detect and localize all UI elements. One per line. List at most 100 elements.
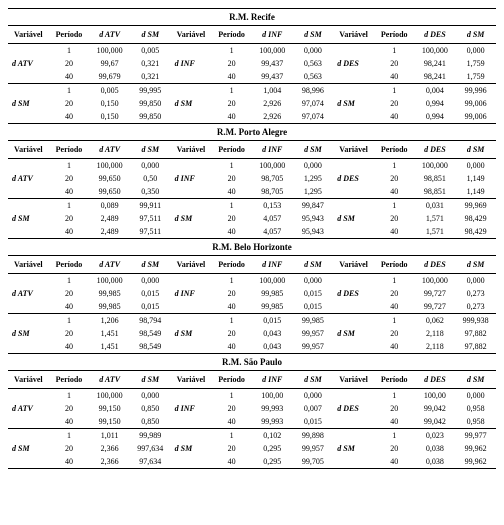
cell-value: 98,429 xyxy=(455,225,496,238)
row-variable-label xyxy=(333,415,374,429)
cell-value: 1 xyxy=(211,159,252,173)
cell-value: 40 xyxy=(374,300,415,314)
column-header: Variável xyxy=(171,371,212,389)
row-variable-label xyxy=(171,314,212,328)
cell-value: 0,015 xyxy=(130,300,171,314)
row-variable-label xyxy=(171,185,212,199)
cell-value: 97,074 xyxy=(293,110,334,123)
cell-value: 99,437 xyxy=(252,70,293,84)
cell-value: 0,000 xyxy=(293,389,334,403)
cell-value: 40 xyxy=(49,455,90,468)
row-variable-label xyxy=(171,159,212,173)
cell-value: 0,000 xyxy=(130,159,171,173)
cell-value: 0,958 xyxy=(455,402,496,415)
cell-value: 100,000 xyxy=(415,44,456,58)
row-variable-label xyxy=(333,185,374,199)
cell-value: 20 xyxy=(49,442,90,455)
column-header: d DES xyxy=(415,256,456,274)
column-header: Período xyxy=(49,371,90,389)
column-header: d SM xyxy=(130,371,171,389)
data-table: VariávelPeríodod ATVd SMVariávelPeríodod… xyxy=(8,26,496,123)
cell-value: 98,241 xyxy=(415,57,456,70)
cell-value: 100,000 xyxy=(252,159,293,173)
variance-decomposition-table: R.M. RecifeVariávelPeríodod ATVd SMVariá… xyxy=(8,8,496,469)
cell-value: 98,705 xyxy=(252,185,293,199)
row-variable-label xyxy=(171,84,212,98)
cell-value: 20 xyxy=(374,97,415,110)
cell-value: 1 xyxy=(49,199,90,213)
cell-value: 99,977 xyxy=(455,429,496,443)
cell-value: 99,962 xyxy=(455,455,496,468)
cell-value: 40 xyxy=(211,300,252,314)
cell-value: 40 xyxy=(374,340,415,353)
column-header: Variável xyxy=(333,256,374,274)
row-variable-label: d ATV xyxy=(8,402,49,415)
cell-value: 1,004 xyxy=(252,84,293,98)
row-variable-label xyxy=(171,429,212,443)
cell-value: 40 xyxy=(211,70,252,84)
cell-value: 40 xyxy=(211,110,252,123)
cell-value: 99,850 xyxy=(130,110,171,123)
cell-value: 99,898 xyxy=(293,429,334,443)
cell-value: 1 xyxy=(211,389,252,403)
cell-value: 0,000 xyxy=(455,389,496,403)
row-variable-label xyxy=(171,415,212,429)
cell-value: 1,149 xyxy=(455,185,496,199)
section-title: R.M. Recife xyxy=(8,8,496,26)
row-variable-label xyxy=(171,225,212,238)
cell-value: 0,000 xyxy=(455,274,496,288)
cell-value: 20 xyxy=(211,327,252,340)
row-variable-label: d SM xyxy=(333,212,374,225)
cell-value: 1 xyxy=(211,314,252,328)
column-header: Período xyxy=(211,256,252,274)
cell-value: 1,759 xyxy=(455,70,496,84)
cell-value: 100,000 xyxy=(89,44,130,58)
cell-value: 99,911 xyxy=(130,199,171,213)
row-variable-label xyxy=(171,389,212,403)
row-variable-label xyxy=(8,110,49,123)
row-variable-label: d SM xyxy=(8,327,49,340)
cell-value: 1 xyxy=(211,44,252,58)
section-title: R.M. São Paulo xyxy=(8,353,496,371)
cell-value: 99,850 xyxy=(130,97,171,110)
row-variable-label xyxy=(8,199,49,213)
cell-value: 99,679 xyxy=(89,70,130,84)
cell-value: 0,005 xyxy=(89,84,130,98)
row-variable-label xyxy=(171,44,212,58)
cell-value: 20 xyxy=(211,97,252,110)
cell-value: 99,650 xyxy=(89,185,130,199)
column-header: d SM xyxy=(293,371,334,389)
column-header: d DES xyxy=(415,371,456,389)
cell-value: 97,882 xyxy=(455,340,496,353)
column-header: d INF xyxy=(252,141,293,159)
column-header: Período xyxy=(49,26,90,44)
section-title: R.M. Belo Horizonte xyxy=(8,238,496,256)
cell-value: 2,118 xyxy=(415,340,456,353)
cell-value: 0,153 xyxy=(252,199,293,213)
cell-value: 1 xyxy=(211,429,252,443)
cell-value: 40 xyxy=(49,300,90,314)
cell-value: 99,993 xyxy=(252,415,293,429)
cell-value: 1 xyxy=(49,314,90,328)
cell-value: 1,759 xyxy=(455,57,496,70)
cell-value: 99,989 xyxy=(130,429,171,443)
column-header: d ATV xyxy=(89,26,130,44)
cell-value: 1,149 xyxy=(455,172,496,185)
cell-value: 1 xyxy=(374,389,415,403)
cell-value: 99,705 xyxy=(293,455,334,468)
row-variable-label: d DES xyxy=(333,287,374,300)
cell-value: 99,847 xyxy=(293,199,334,213)
column-header: d SM xyxy=(293,256,334,274)
column-header: d SM xyxy=(293,26,334,44)
cell-value: 98,851 xyxy=(415,185,456,199)
row-variable-label: d DES xyxy=(333,402,374,415)
row-variable-label: d SM xyxy=(8,442,49,455)
cell-value: 40 xyxy=(211,185,252,199)
column-header: d SM xyxy=(130,141,171,159)
data-table: VariávelPeríodod ATVd SMVariávelPeríodod… xyxy=(8,141,496,238)
cell-value: 1 xyxy=(211,199,252,213)
row-variable-label xyxy=(8,274,49,288)
cell-value: 20 xyxy=(374,212,415,225)
cell-value: 2,926 xyxy=(252,110,293,123)
cell-value: 0,850 xyxy=(130,402,171,415)
